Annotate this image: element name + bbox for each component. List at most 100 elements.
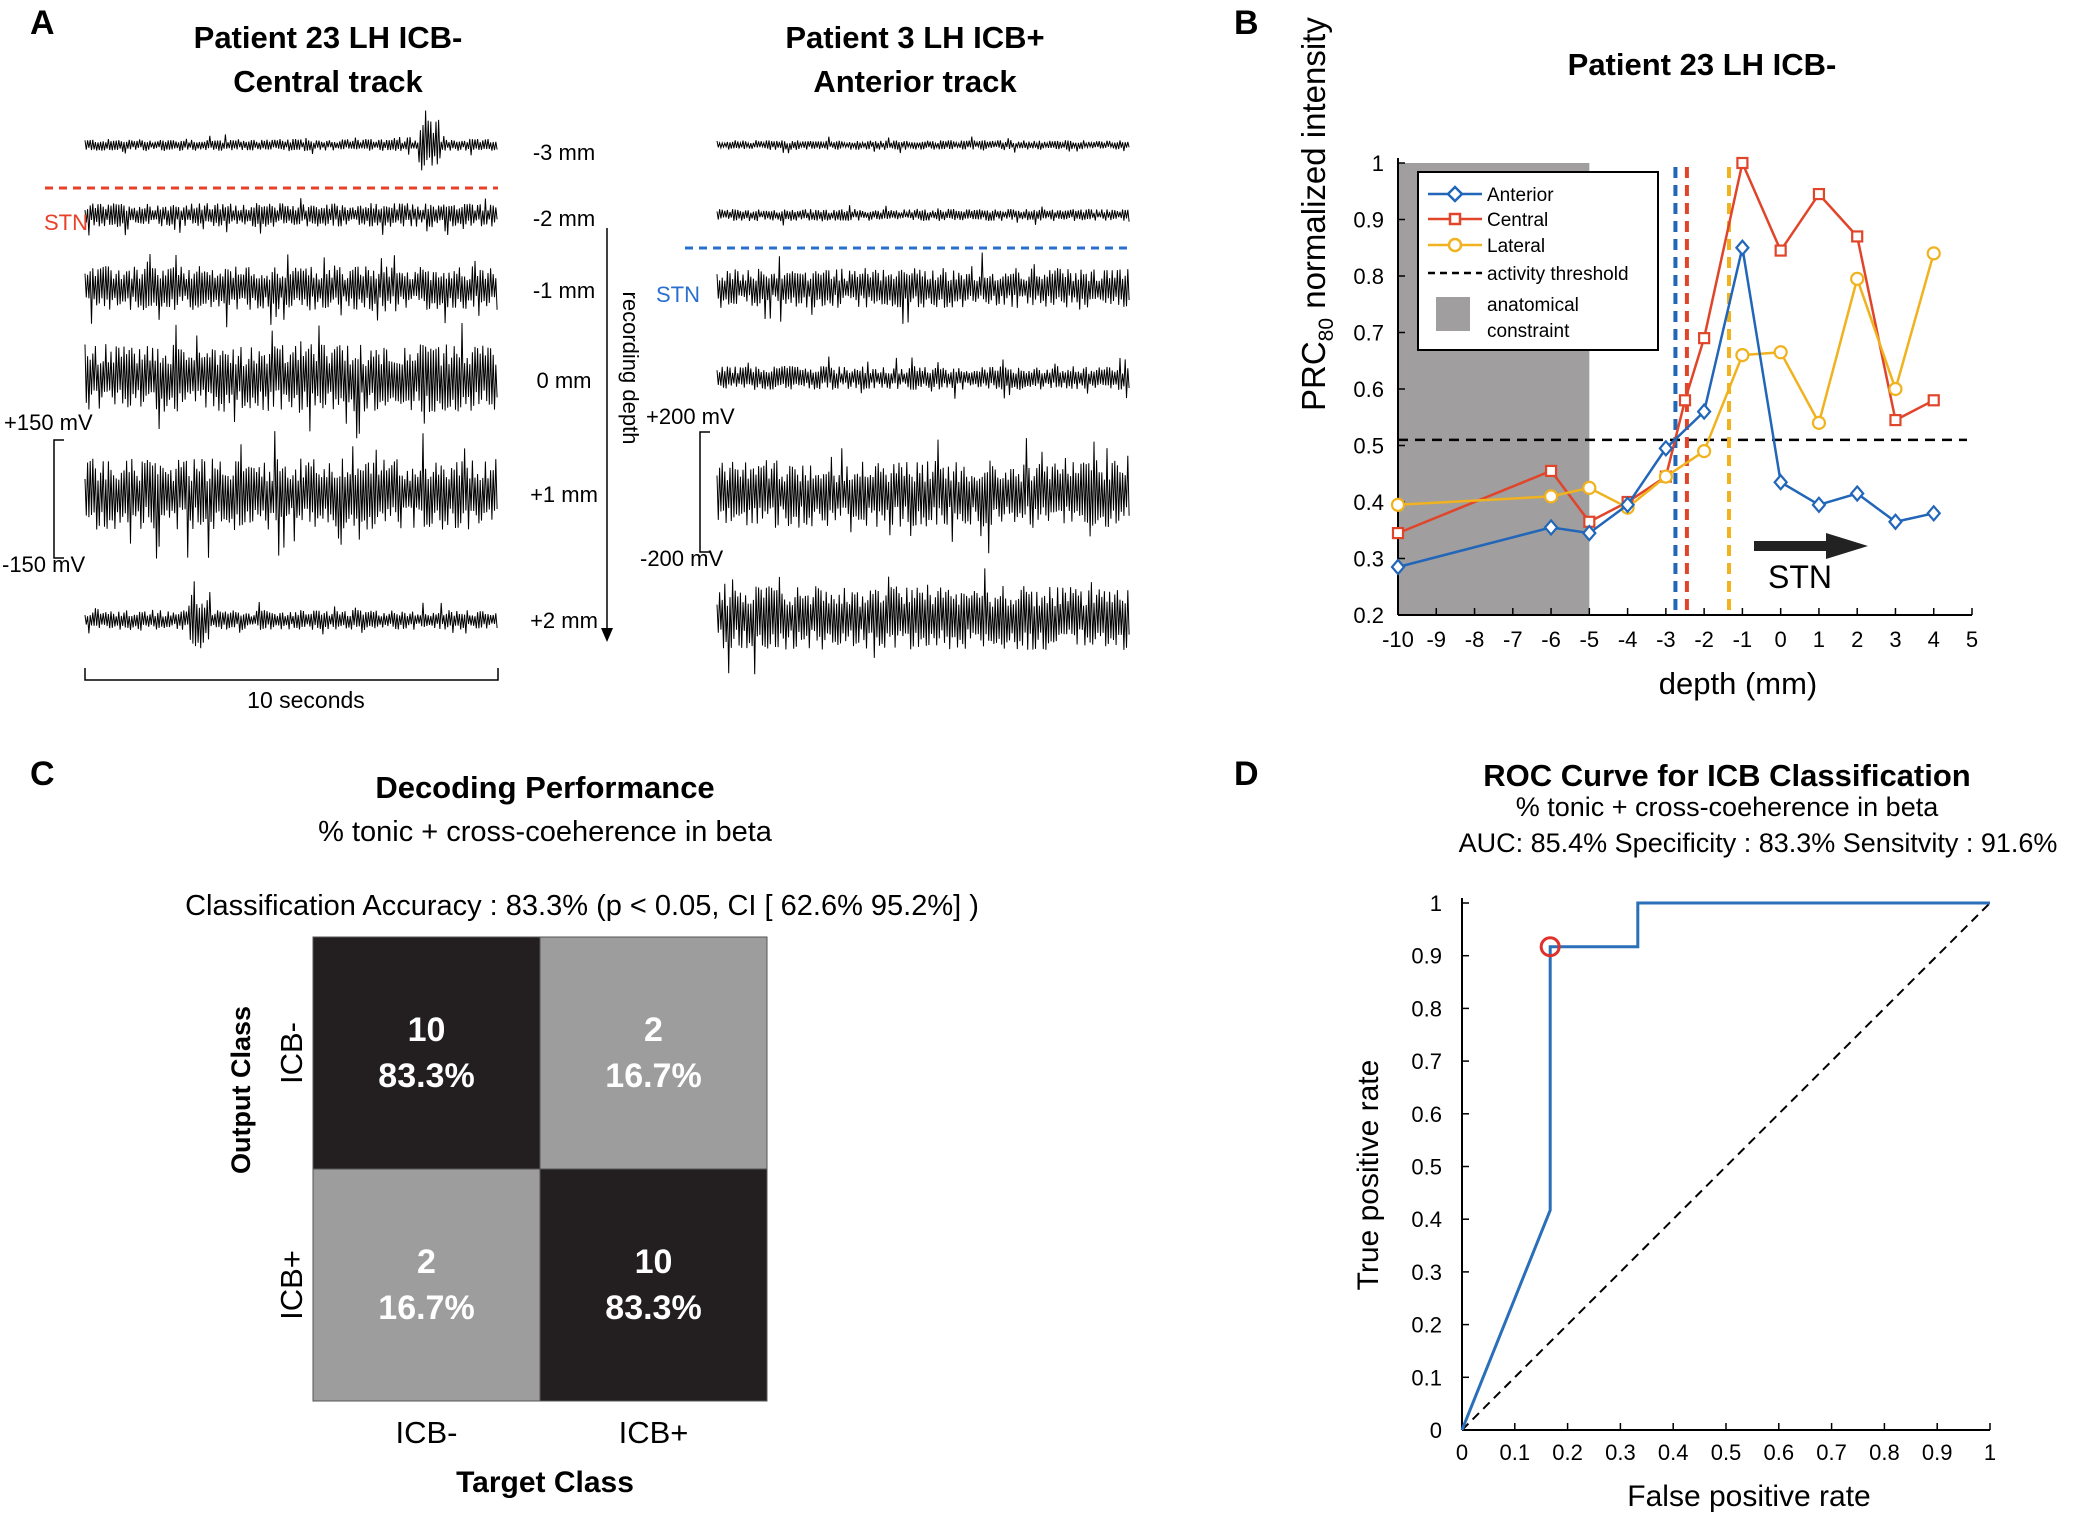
- cell-count: 2: [417, 1243, 436, 1281]
- cell-count: 10: [635, 1243, 673, 1281]
- data-point-lateral: [1888, 381, 1903, 397]
- trace: [716, 205, 1130, 226]
- trace: [84, 110, 498, 171]
- x-tick-label: 0.7: [1816, 1440, 1847, 1465]
- chart-d-ylabel: True positive rate: [1352, 1060, 1385, 1291]
- y-tick-label: 0.4: [1353, 490, 1384, 515]
- y-tick-label: 0: [1430, 1418, 1442, 1443]
- operating-point-marker: [1539, 936, 1561, 958]
- depth-label: +2 mm: [530, 608, 598, 633]
- x-tick-label: 0.6: [1764, 1440, 1795, 1465]
- data-point-central: [1812, 187, 1826, 201]
- x-tick-label: 5: [1966, 627, 1978, 652]
- scale-bottom-right: -200 mV: [640, 546, 723, 571]
- data-point-lateral: [1926, 246, 1941, 261]
- row-label: ICB+: [274, 1250, 309, 1320]
- x-tick-label: 3: [1889, 627, 1901, 652]
- x-tick-label: -2: [1694, 627, 1714, 652]
- data-point-lateral: [1697, 444, 1712, 459]
- right-traces: [716, 136, 1130, 675]
- x-tick-label: -6: [1541, 627, 1561, 652]
- data-point-anterior: [1734, 239, 1750, 257]
- chart-b-ylabel: PRC80 normalized intensity: [1295, 17, 1338, 411]
- data-point-central: [1851, 230, 1864, 243]
- roc-curve: [1460, 901, 1990, 1431]
- panel-c: C Decoding Performance % tonic + cross-c…: [30, 755, 979, 1499]
- scale-top-right: +200 mV: [646, 404, 735, 429]
- cell-count: 10: [408, 1011, 446, 1049]
- trace: [716, 136, 1130, 154]
- legend-swatch-constraint: [1436, 297, 1470, 331]
- stn-arrow: STN: [1748, 533, 1868, 595]
- x-tick-label: -7: [1503, 627, 1523, 652]
- data-point-anterior: [1811, 496, 1827, 514]
- confusion-matrix: 10 83.3% 2 16.7% 2 16.7% 10 83.3% ICB- ICB+ ICB- IC…: [274, 936, 768, 1450]
- x-tick-label: -1: [1733, 627, 1753, 652]
- stn-label-left: STN: [44, 210, 88, 235]
- y-tick-label: 0.8: [1411, 996, 1442, 1021]
- panel-label-d: D: [1234, 755, 1259, 793]
- data-point-anterior: [1926, 504, 1942, 522]
- matrix-cell: [539, 936, 768, 1170]
- y-tick-label: 0.9: [1353, 208, 1384, 233]
- y-tick-label: 0.6: [1353, 377, 1384, 402]
- depth-label: -2 mm: [533, 206, 595, 231]
- col-label: ICB-: [396, 1415, 458, 1450]
- data-point-central: [1774, 244, 1787, 257]
- data-point-central: [1889, 413, 1902, 427]
- matrix-cell: [312, 1168, 541, 1402]
- y-tick-label: 0.9: [1411, 944, 1442, 969]
- data-point-anterior: [1696, 402, 1712, 421]
- x-tick-label: 0: [1456, 1440, 1468, 1465]
- x-tick-label: 0.4: [1658, 1440, 1689, 1465]
- x-tick-label: 0.2: [1552, 1440, 1583, 1465]
- panel-label-c: C: [30, 755, 55, 793]
- data-point-lateral: [1582, 480, 1597, 495]
- trace: [716, 438, 1130, 554]
- trace: [716, 356, 1130, 399]
- stn-label-right: STN: [656, 282, 700, 307]
- trace: [84, 253, 498, 328]
- chart-c-title: Decoding Performance: [375, 770, 714, 805]
- data-point-anterior: [1888, 513, 1903, 531]
- panel-a-right-title-2: Anterior track: [813, 64, 1017, 99]
- cell-percent: 16.7%: [378, 1289, 474, 1327]
- data-point-anterior: [1581, 524, 1597, 542]
- col-label: ICB+: [619, 1415, 689, 1450]
- data-point-central: [1391, 526, 1405, 540]
- trace: [84, 431, 498, 559]
- arrow-head-icon: [601, 628, 613, 642]
- x-tick-label: 1: [1813, 627, 1825, 652]
- y-tick-label: 0.2: [1353, 603, 1384, 628]
- y-tick-label: 1: [1430, 891, 1442, 916]
- circle-marker-icon: [1447, 237, 1463, 253]
- data-point-lateral: [1773, 345, 1788, 360]
- data-point-anterior: [1543, 518, 1559, 537]
- x-tick-label: -3: [1656, 627, 1676, 652]
- data-point-central: [1736, 156, 1749, 170]
- cell-count: 2: [644, 1011, 663, 1049]
- time-scale-bar: [84, 668, 499, 681]
- data-point-anterior: [1390, 558, 1406, 576]
- x-tick-label: 1: [1984, 1440, 1996, 1465]
- trace: [84, 198, 498, 236]
- x-tick-label: 0.1: [1500, 1440, 1531, 1465]
- panel-label-b: B: [1234, 4, 1259, 42]
- y-tick-label: 0.2: [1411, 1313, 1442, 1338]
- cell-percent: 16.7%: [605, 1057, 701, 1095]
- y-tick-label: 0.3: [1411, 1260, 1442, 1285]
- chart-d-title: ROC Curve for ICB Classification: [1483, 758, 1970, 793]
- data-point-anterior: [1849, 484, 1865, 503]
- y-tick-label: 0.3: [1353, 547, 1384, 572]
- chance-line: [1461, 902, 1991, 1431]
- stn-arrow-label: STN: [1768, 559, 1832, 595]
- chart-b-xlabel: depth (mm): [1659, 666, 1817, 701]
- legend-label-threshold: activity threshold: [1487, 264, 1629, 285]
- matrix-cell: [312, 936, 541, 1170]
- panel-a-left-title-1: Patient 23 LH ICB-: [194, 20, 463, 55]
- x-tick-label: 2: [1851, 627, 1863, 652]
- y-tick-label: 0.6: [1411, 1102, 1442, 1127]
- panel-a-right-title-1: Patient 3 LH ICB+: [785, 20, 1044, 55]
- x-tick-label: 0.9: [1922, 1440, 1953, 1465]
- panel-label-a: A: [30, 4, 55, 42]
